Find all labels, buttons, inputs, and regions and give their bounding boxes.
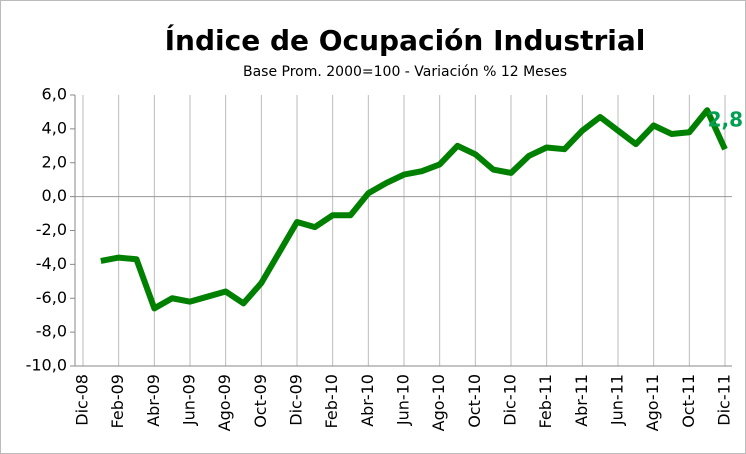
- x-tick-label: Ago-10: [429, 374, 448, 431]
- x-tick-label: Feb-10: [322, 374, 341, 428]
- x-tick-label: Ago-09: [215, 374, 234, 431]
- x-tick-label: Dic-11: [715, 374, 734, 426]
- chart-title: Índice de Ocupación Industrial: [165, 23, 646, 57]
- y-tick-label: -8,0: [36, 322, 67, 341]
- y-tick-label: 0,0: [42, 186, 67, 205]
- x-tick-label: Jun-11: [608, 374, 627, 426]
- y-tick-label: -4,0: [36, 254, 67, 273]
- y-tick-label: -6,0: [36, 288, 67, 307]
- x-tick-label: Ago-11: [643, 374, 662, 431]
- x-tick-label: Dic-09: [287, 374, 306, 426]
- x-tick-label: Oct-10: [465, 374, 484, 428]
- data-label: 2,8: [708, 108, 743, 132]
- y-tick-label: 4,0: [42, 118, 67, 137]
- x-tick-label: Abr-11: [572, 374, 591, 427]
- y-tick-label: 6,0: [42, 85, 67, 104]
- x-tick-label: Abr-09: [144, 374, 163, 427]
- x-tick-label: Oct-09: [251, 374, 270, 428]
- x-tick-label: Jun-09: [180, 374, 199, 426]
- x-tick-label: Feb-09: [108, 374, 127, 428]
- y-tick-label: -2,0: [36, 220, 67, 239]
- x-tick-label: Abr-10: [358, 374, 377, 427]
- y-tick-label: -10,0: [26, 356, 67, 375]
- y-tick-label: 2,0: [42, 152, 67, 171]
- x-tick-label: Feb-11: [536, 374, 555, 428]
- x-tick-label: Dic-08: [73, 374, 92, 426]
- x-tick-label: Dic-10: [501, 374, 520, 426]
- data-line: [100, 107, 728, 312]
- chart-subtitle: Base Prom. 2000=100 - Variación % 12 Mes…: [243, 64, 567, 80]
- x-tick-label: Jun-10: [394, 374, 413, 426]
- x-tick-label: Oct-11: [679, 374, 698, 428]
